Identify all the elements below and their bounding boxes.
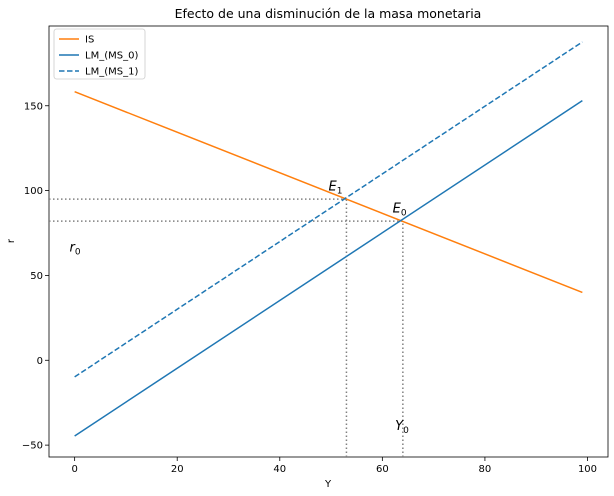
legend: IS LM_(MS_0) LM_(MS_1) — [53, 28, 146, 80]
series-line-1 — [74, 100, 583, 437]
x-tick-label-4: 80 — [479, 464, 492, 475]
x-tick-label-3: 60 — [376, 464, 389, 475]
legend-label-2: LM_(MS_1) — [85, 67, 138, 78]
y-axis-label: r — [6, 238, 17, 243]
legend-box — [53, 28, 146, 80]
plot-area: E1 E0 r0 Y0 — [49, 41, 583, 457]
y-tick-label-1: 0 — [37, 356, 43, 367]
annotation-1: E0 — [393, 202, 407, 219]
y-tick-label-4: 150 — [24, 101, 43, 112]
x-tick-label-5: 100 — [578, 464, 597, 475]
x-tick-label-0: 0 — [71, 464, 77, 475]
annotation-0: E1 — [329, 180, 343, 197]
y-tick-label-0: −50 — [22, 441, 43, 452]
axis-ticks: 0 20 40 60 80 100 −50 0 50 100 150 — [22, 101, 597, 475]
x-tick-label-1: 20 — [171, 464, 184, 475]
annotation-2: r0 — [70, 241, 81, 258]
legend-label-0: IS — [85, 35, 94, 46]
x-axis-label: Y — [324, 479, 332, 490]
y-tick-label-2: 50 — [30, 271, 43, 282]
series-line-0 — [74, 90, 583, 294]
y-tick-label-3: 100 — [24, 186, 43, 197]
x-tick-label-2: 40 — [273, 464, 286, 475]
series-line-2 — [74, 41, 583, 378]
axes-frame — [48, 25, 609, 458]
chart-title: Efecto de una disminución de la masa mon… — [175, 6, 482, 21]
annotation-3: Y0 — [395, 419, 409, 436]
legend-label-1: LM_(MS_0) — [85, 51, 138, 62]
